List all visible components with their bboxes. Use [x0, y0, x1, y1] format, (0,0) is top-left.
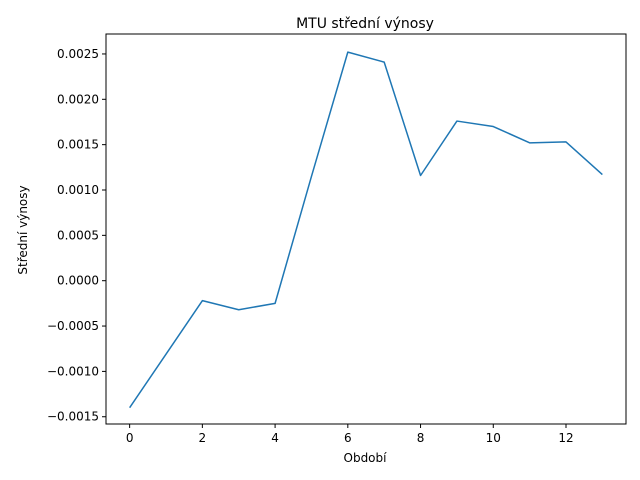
series-line-0	[129, 51, 603, 409]
x-tick-label: 10	[486, 431, 501, 445]
y-tick-label: 0.0020	[57, 92, 99, 106]
x-tick-label: 6	[344, 431, 352, 445]
y-tick-label: −0.0005	[47, 319, 99, 333]
x-tick-label: 12	[558, 431, 573, 445]
y-tick-label: 0.0005	[57, 228, 99, 242]
y-tick-label: 0.0010	[57, 183, 99, 197]
x-tick-label: 8	[417, 431, 425, 445]
chart-title: MTU střední výnosy	[296, 16, 434, 32]
x-tick-label: 0	[126, 431, 134, 445]
plot-area: 0 2 4 6 8 10 12 −0.0015 −0.0010 −0.0005 0.0000 0.00…	[47, 33, 627, 445]
y-tick-label: 0.0025	[57, 47, 99, 61]
y-axis-label: Střední výnosy	[16, 185, 30, 274]
plot-frame	[105, 33, 627, 425]
y-tick-label: 0.0000	[57, 274, 99, 288]
x-axis-label: Období	[344, 451, 388, 465]
x-tick-label: 2	[199, 431, 207, 445]
x-tick-label: 4	[271, 431, 279, 445]
y-tick-label: −0.0015	[47, 410, 99, 424]
y-tick-label: 0.0015	[57, 138, 99, 152]
y-tick-label: −0.0010	[47, 364, 99, 378]
